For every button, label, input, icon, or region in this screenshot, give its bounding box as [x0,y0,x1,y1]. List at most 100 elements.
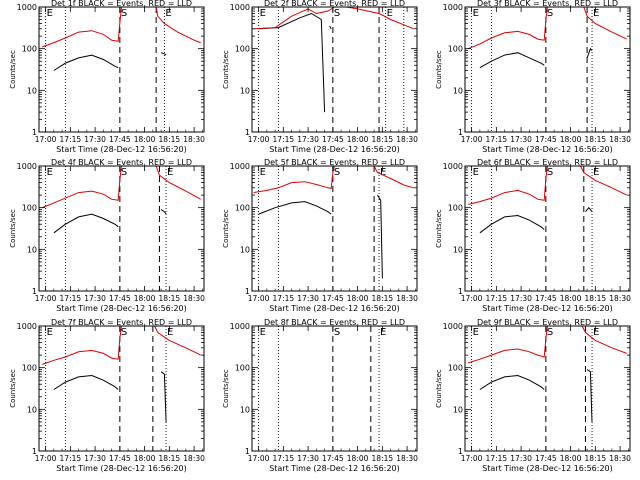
y-tick-label: 100 [448,364,463,373]
y-tick-label: 1 [32,447,37,456]
marker-label: E [473,327,479,338]
x-tick-label: 18:15 [585,294,607,303]
x-tick-label: 18:15 [159,294,181,303]
marker-label: E [165,8,171,19]
series-line-events [160,209,167,215]
y-tick-label: 100 [235,45,250,54]
y-axis-label: Counts/sec [9,50,17,89]
series-line-events [160,371,167,422]
x-tick-label: 17:15 [60,454,82,463]
x-axis-label: Start Time (28-Dec-12 16:56:20) [56,304,187,313]
x-axis-label: Start Time (28-Dec-12 16:56:20) [269,464,400,473]
x-tick-label: 17:45 [535,454,557,463]
x-tick-label: 17:15 [486,454,508,463]
y-tick-label: 1 [458,447,463,456]
x-tick-label: 17:15 [60,135,82,144]
series-line-lld [155,165,201,200]
x-tick-label: 17:45 [535,294,557,303]
marker-label: E [593,8,599,19]
series-line-events [479,374,545,390]
x-tick-label: 18:15 [159,454,181,463]
y-tick-label: 1000 [443,162,463,171]
series-line-lld [581,325,627,354]
x-tick-label: 18:15 [372,294,394,303]
y-axis-label: Counts/sec [435,369,443,408]
marker-label: E [380,167,386,178]
x-tick-label: 18:15 [159,135,181,144]
marker-label: S [547,327,553,338]
series-line-events [586,47,593,59]
marker-label: S [121,167,127,178]
y-tick-label: 100 [235,364,250,373]
marker-label: E [47,327,53,338]
x-tick-label: 18:00 [134,135,156,144]
marker-label: E [473,8,479,19]
y-axis-label: Counts/sec [222,209,230,248]
series-line-events [586,369,593,422]
x-tick-label: 18:00 [347,454,369,463]
x-tick-label: 17:00 [461,135,483,144]
x-tick-label: 17:00 [461,294,483,303]
y-tick-label: 10 [240,405,250,414]
y-tick-label: 100 [22,204,37,213]
x-axis-label: Start Time (28-Dec-12 16:56:20) [56,145,187,154]
x-tick-label: 17:30 [297,454,319,463]
x-tick-label: 18:15 [372,135,394,144]
x-tick-label: 17:00 [35,294,57,303]
x-tick-label: 17:00 [35,135,57,144]
marker-label: E [167,327,173,338]
y-tick-label: 100 [448,204,463,213]
y-tick-label: 1000 [443,322,463,331]
y-tick-label: 1000 [443,3,463,12]
x-tick-label: 18:00 [560,454,582,463]
x-tick-label: 18:30 [396,135,418,144]
series-line-lld [468,6,548,50]
series-line-lld [42,6,122,48]
x-axis-label: Start Time (28-Dec-12 16:56:20) [56,464,187,473]
x-tick-label: 18:30 [609,135,631,144]
y-tick-label: 10 [27,245,37,254]
y-tick-label: 1 [32,287,37,296]
marker-label: E [47,8,53,19]
series-line-events [329,25,332,30]
x-tick-label: 17:00 [248,454,270,463]
marker-label: E [387,8,393,19]
series-line-lld [346,6,414,30]
x-tick-label: 18:30 [396,454,418,463]
marker-label: E [260,167,266,178]
chart-title: Det 8f BLACK = Events, RED = LLD [264,318,405,327]
y-axis-label: Counts/sec [9,209,17,248]
y-tick-label: 100 [22,364,37,373]
x-tick-label: 18:15 [585,454,607,463]
series-line-events [479,52,545,69]
series-line-lld [468,165,548,205]
chart-title: Det 9f BLACK = Events, RED = LLD [477,318,618,327]
x-tick-label: 18:00 [347,135,369,144]
series-line-lld [253,165,335,194]
series-line-events [53,54,119,71]
x-tick-label: 17:30 [510,294,532,303]
x-tick-label: 17:00 [461,454,483,463]
series-line-events [258,201,332,215]
series-line-lld [468,325,548,364]
y-tick-label: 1 [245,128,250,137]
marker-label: E [260,327,266,338]
x-tick-label: 17:15 [486,135,508,144]
y-tick-label: 100 [235,204,250,213]
x-tick-label: 17:45 [109,294,131,303]
plot-frame [464,6,631,133]
x-axis-label: Start Time (28-Dec-12 16:56:20) [269,304,400,313]
x-tick-label: 18:30 [183,135,205,144]
y-tick-label: 1000 [230,162,250,171]
y-tick-label: 1000 [17,322,37,331]
y-tick-label: 1 [32,128,37,137]
x-tick-label: 18:30 [396,294,418,303]
x-tick-label: 17:30 [510,454,532,463]
y-tick-label: 1000 [17,162,37,171]
